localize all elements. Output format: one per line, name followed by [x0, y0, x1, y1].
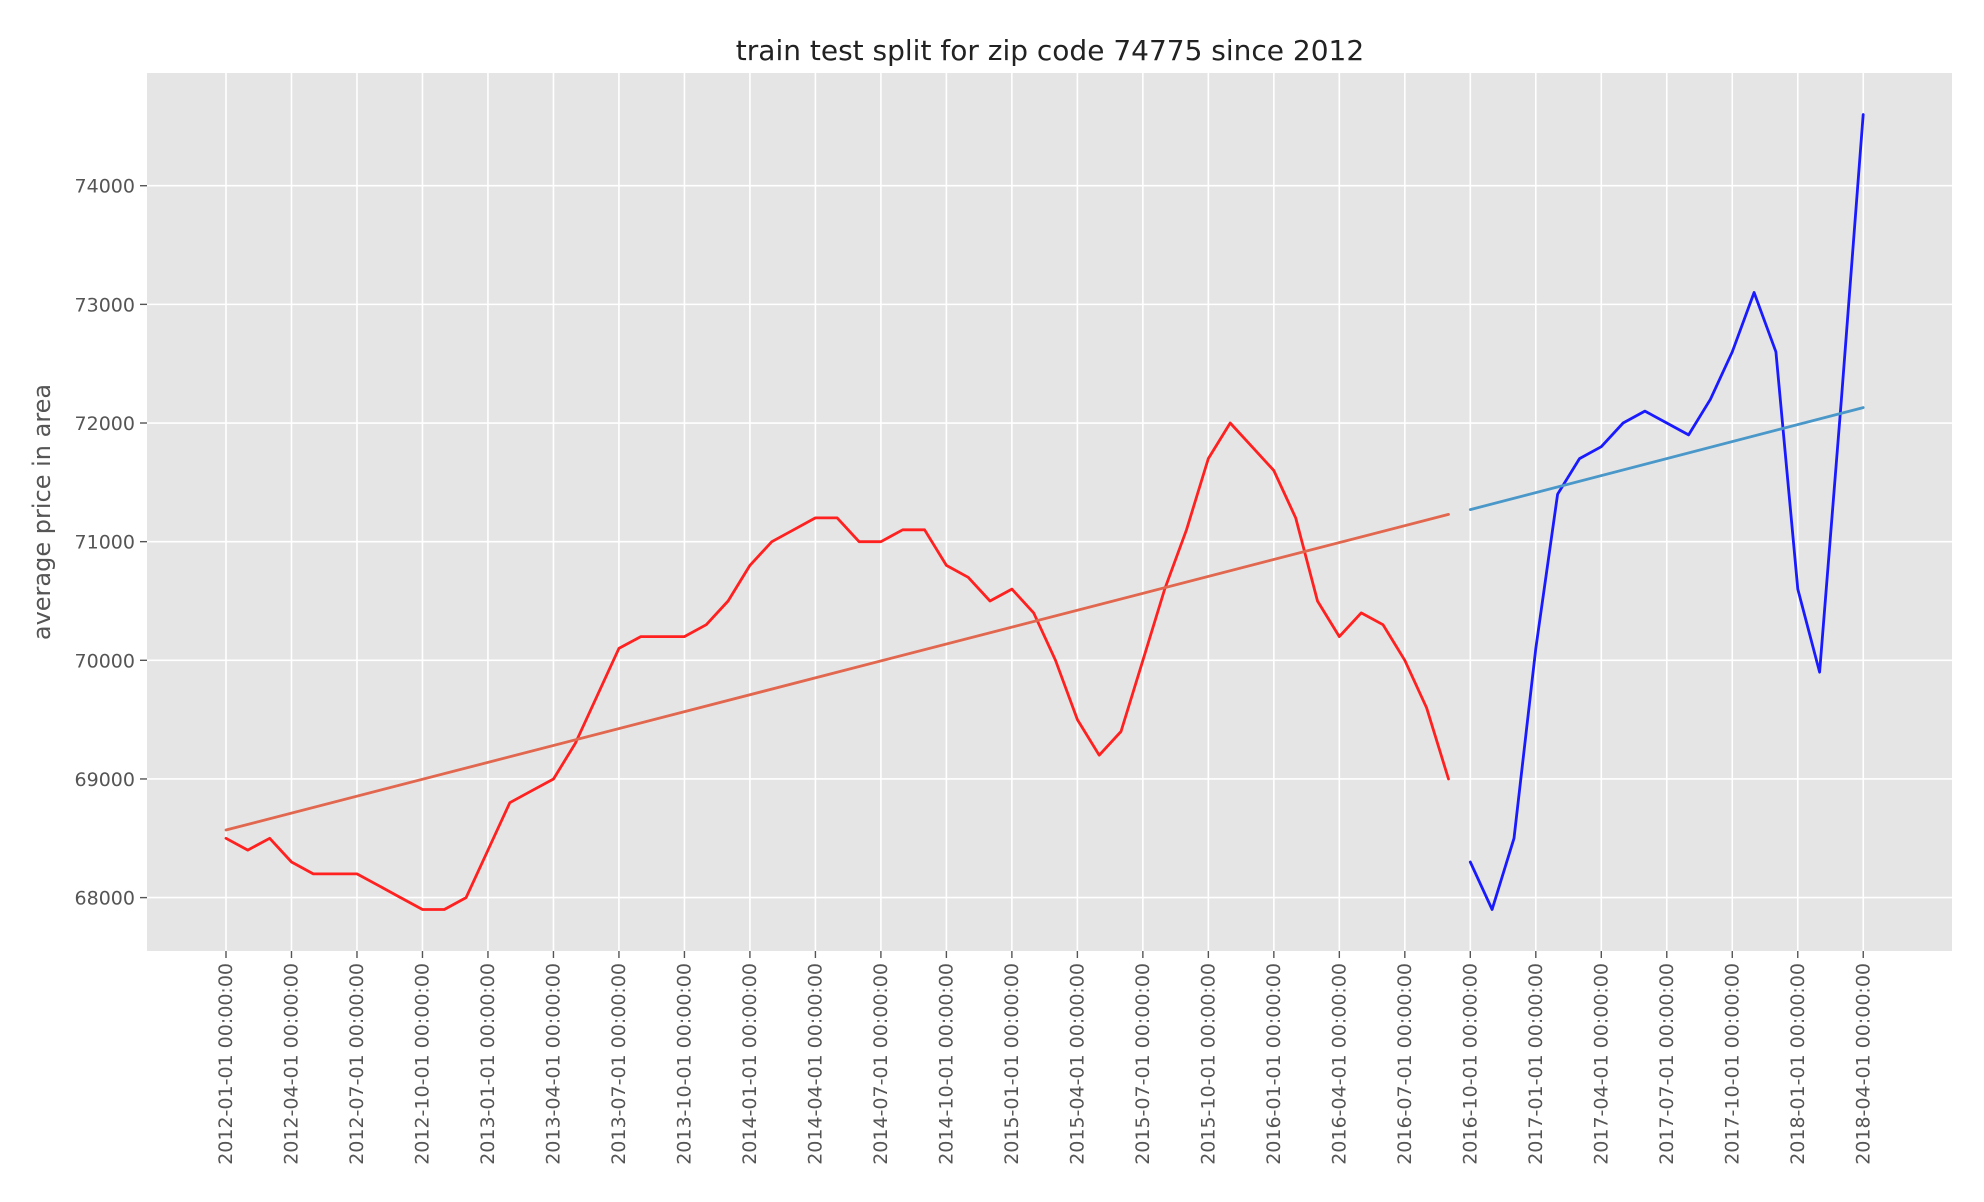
y-tick-label: 68000 — [75, 888, 135, 910]
series-line-4 — [1468, 406, 1865, 512]
x-tick-label: 2014-10-01 00:00:00 — [935, 963, 957, 1165]
x-tick-label: 2015-07-01 00:00:00 — [1132, 963, 1154, 1165]
series-lines — [224, 113, 1865, 911]
x-tick-label: 2012-10-01 00:00:00 — [411, 963, 433, 1165]
series-line-3 — [1468, 113, 1865, 911]
x-tick-label: 2017-01-01 00:00:00 — [1525, 963, 1547, 1165]
y-axis: 68000 69000 70000 71000 72000 73000 74000 — [75, 176, 147, 910]
x-tick-label: 2013-10-01 00:00:00 — [673, 963, 695, 1165]
grid — [147, 73, 1952, 951]
x-tick-label: 2013-07-01 00:00:00 — [608, 963, 630, 1165]
x-tick-label: 2017-10-01 00:00:00 — [1721, 963, 1743, 1165]
x-tick-label: 2018-04-01 00:00:00 — [1852, 963, 1874, 1165]
x-tick-label: 2012-01-01 00:00:00 — [215, 963, 237, 1165]
x-tick-label: 2015-10-01 00:00:00 — [1197, 963, 1219, 1165]
y-tick-label: 72000 — [75, 413, 135, 435]
x-tick-label: 2012-04-01 00:00:00 — [280, 963, 302, 1165]
x-axis: 2012-01-01 00:00:00 2012-04-01 00:00:00 20… — [215, 951, 1874, 1165]
chart-title: train test split for zip code 74775 sinc… — [736, 34, 1364, 67]
x-tick-label: 2017-04-01 00:00:00 — [1590, 963, 1612, 1165]
y-tick-label: 69000 — [75, 769, 135, 791]
x-tick-label: 2016-10-01 00:00:00 — [1459, 963, 1481, 1165]
y-tick-label: 71000 — [75, 532, 135, 554]
x-tick-label: 2012-07-01 00:00:00 — [346, 963, 368, 1165]
series-line-2 — [224, 513, 1450, 832]
x-tick-label: 2014-07-01 00:00:00 — [870, 963, 892, 1165]
series-line-1 — [224, 421, 1450, 911]
x-tick-label: 2015-01-01 00:00:00 — [1001, 963, 1023, 1165]
x-tick-label: 2018-01-01 00:00:00 — [1787, 963, 1809, 1165]
x-tick-label: 2013-04-01 00:00:00 — [542, 963, 564, 1165]
y-tick-label: 73000 — [75, 294, 135, 316]
x-tick-label: 2016-01-01 00:00:00 — [1263, 963, 1285, 1165]
x-tick-label: 2013-01-01 00:00:00 — [477, 963, 499, 1165]
plot-area — [147, 73, 1952, 951]
y-axis-label: average price in area — [28, 384, 56, 640]
x-tick-label: 2014-04-01 00:00:00 — [804, 963, 826, 1165]
y-tick-label: 74000 — [75, 176, 135, 198]
x-tick-label: 2014-01-01 00:00:00 — [739, 963, 761, 1165]
x-tick-label: 2015-04-01 00:00:00 — [1066, 963, 1088, 1165]
x-tick-label: 2017-07-01 00:00:00 — [1656, 963, 1678, 1165]
y-tick-label: 70000 — [75, 650, 135, 672]
x-tick-label: 2016-04-01 00:00:00 — [1328, 963, 1350, 1165]
x-tick-label: 2016-07-01 00:00:00 — [1394, 963, 1416, 1165]
